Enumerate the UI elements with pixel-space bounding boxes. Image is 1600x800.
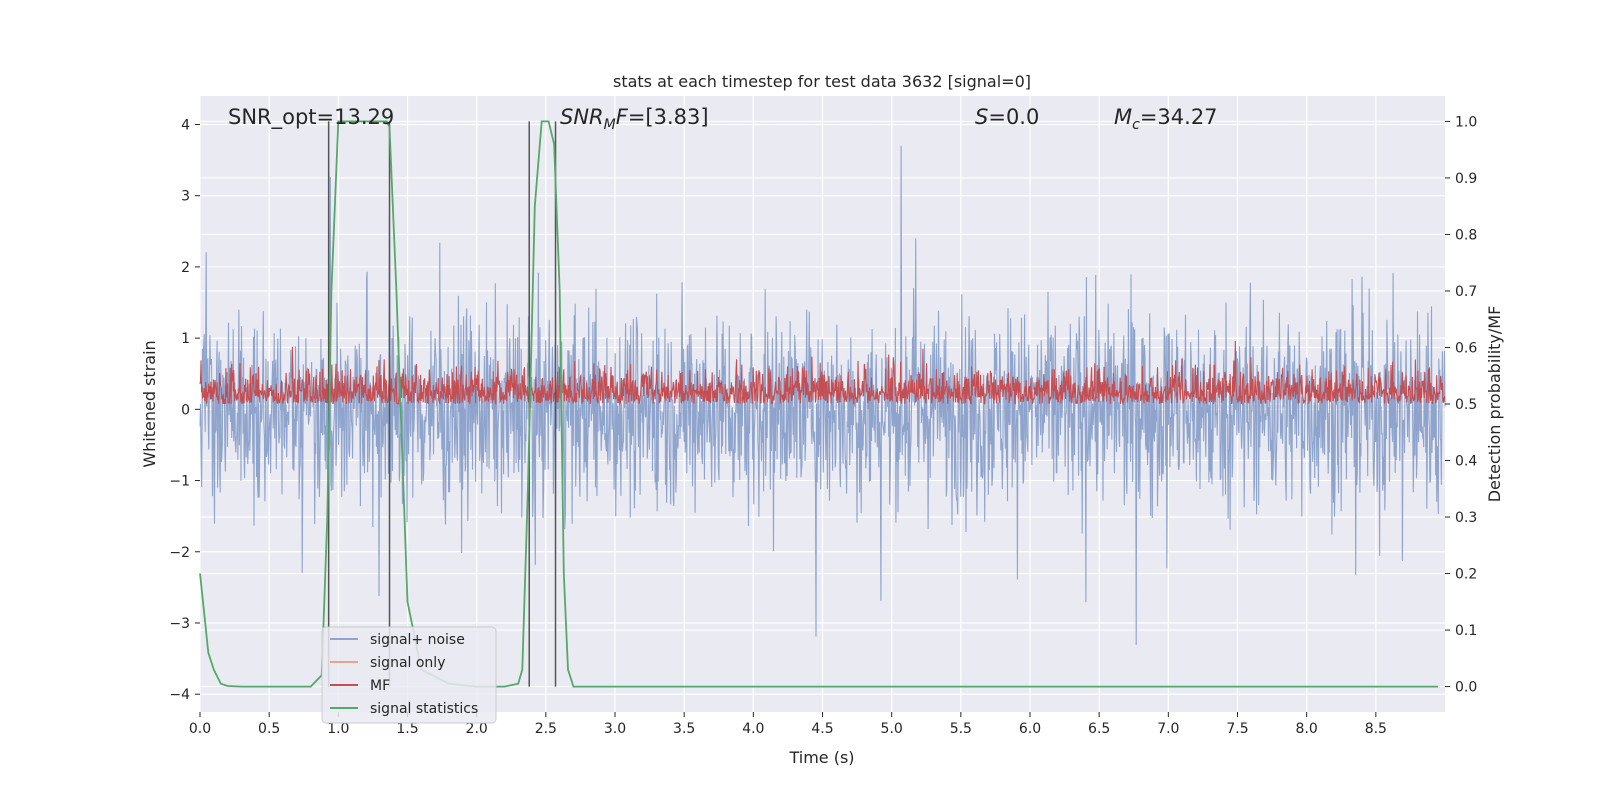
y-right-tick-label: 0.2	[1455, 567, 1477, 583]
x-tick-label: 3.0	[604, 721, 626, 737]
x-tick-label: 6.0	[1019, 721, 1041, 737]
legend-label-stat: signal statistics	[370, 701, 478, 717]
s-label: S	[975, 105, 988, 129]
y-tick-label: 3	[181, 189, 190, 205]
x-axis-label: Time (s)	[788, 748, 854, 767]
y-right-tick-label: 0.0	[1455, 680, 1477, 696]
x-tick-label: 5.0	[881, 721, 903, 737]
annotation-mc: Mc=34.27	[1114, 105, 1218, 133]
y-axis-label-right: Detection probability/MF	[1485, 306, 1504, 503]
y-axis-label: Whitened strain	[140, 340, 159, 467]
y-tick-label: −2	[169, 545, 190, 561]
mf-line	[199, 340, 1446, 406]
y-tick-label: 4	[181, 117, 190, 133]
chart-title: stats at each timestep for test data 363…	[613, 72, 1031, 91]
y-right-tick-label: 0.9	[1455, 171, 1477, 187]
y-right-tick-label: 0.8	[1455, 227, 1477, 243]
x-tick-label: 2.5	[535, 721, 557, 737]
y-right-tick-label: 0.4	[1455, 454, 1477, 470]
s-value: =0.0	[988, 105, 1039, 129]
x-tick-label: 7.0	[1157, 721, 1179, 737]
snr-mf-main: SNR	[560, 105, 604, 129]
y-ticks-right: 0.0 0.1 0.2 0.3 0.4 0.5 0.6 0.7 0.8 0.9 1.0	[1445, 114, 1477, 696]
legend-label-noise: signal+ noise	[370, 632, 465, 648]
y-right-tick-label: 0.5	[1455, 397, 1477, 413]
x-tick-label: 8.0	[1296, 721, 1318, 737]
x-ticks: 0.0 0.5 1.0 1.5 2.0 2.5 3.0 3.5 4.0 4.5 5.0 5.5 6.0 6…	[189, 712, 1387, 737]
legend: signal+ noise signal only MF signal stat…	[321, 626, 497, 724]
x-tick-label: 1.0	[327, 721, 349, 737]
x-tick-label: 6.5	[1088, 721, 1110, 737]
y-tick-label: 2	[181, 260, 190, 276]
mc-value: =34.27	[1140, 105, 1218, 129]
x-tick-label: 2.0	[466, 721, 488, 737]
legend-label-mf: MF	[370, 678, 390, 694]
y-right-tick-label: 0.3	[1455, 510, 1477, 526]
y-right-tick-label: 1.0	[1455, 114, 1477, 130]
y-tick-label: −4	[169, 687, 190, 703]
y-tick-label: −1	[169, 474, 190, 490]
snr-mf-tail: F	[616, 105, 629, 129]
y-tick-label: −3	[169, 616, 190, 632]
snr-mf-sub: M	[604, 117, 616, 133]
x-tick-label: 3.5	[673, 721, 695, 737]
noise-line	[199, 145, 1446, 646]
x-tick-label: 8.5	[1365, 721, 1387, 737]
mc-sub: c	[1132, 117, 1140, 133]
x-tick-label: 4.0	[742, 721, 764, 737]
x-tick-label: 0.0	[189, 721, 211, 737]
mf-series	[199, 340, 1446, 406]
legend-box	[321, 626, 497, 724]
x-tick-label: 7.5	[1226, 721, 1248, 737]
annotation-s: S=0.0	[975, 105, 1039, 129]
y-right-tick-label: 0.7	[1455, 284, 1477, 300]
mc-label: M	[1114, 105, 1132, 129]
snr-mf-value: =[3.83]	[628, 105, 709, 129]
y-tick-label: 1	[181, 331, 190, 347]
legend-label-signal-only: signal only	[370, 655, 445, 671]
y-right-tick-label: 0.1	[1455, 623, 1477, 639]
x-tick-label: 4.5	[811, 721, 833, 737]
y-tick-label: 0	[181, 402, 190, 418]
annotation-snr-mf: SNRMF=[3.83]	[560, 105, 709, 133]
y-right-tick-label: 0.6	[1455, 340, 1477, 356]
x-tick-label: 5.5	[950, 721, 972, 737]
y-ticks-left: −4 −3 −2 −1 0 1 2 3 4	[169, 117, 200, 703]
x-tick-label: 0.5	[258, 721, 280, 737]
annotation-snr-opt: SNR_opt=13.29	[228, 105, 394, 130]
x-tick-label: 1.5	[396, 721, 418, 737]
signal-noise-series	[199, 145, 1446, 646]
